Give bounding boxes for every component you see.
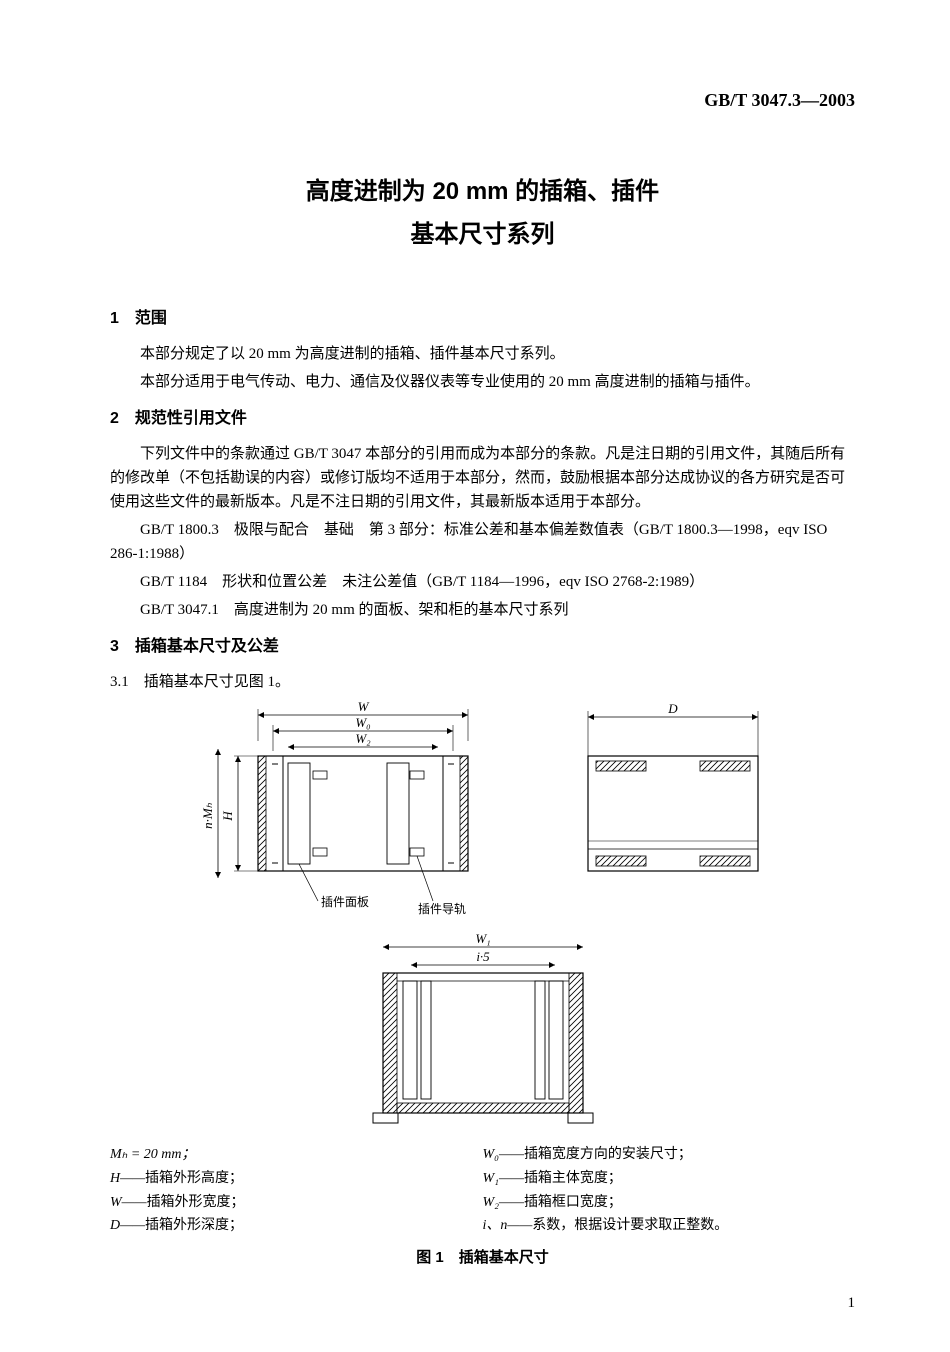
- legend-l3-desc: 插箱外形深度；: [145, 1218, 243, 1233]
- section-2-p3: GB/T 1184 形状和位置公差 未注公差值（GB/T 1184—1996，e…: [110, 570, 855, 594]
- section-1-p2: 本部分适用于电气传动、电力、通信及仪器仪表等专业使用的 20 mm 高度进制的插…: [110, 370, 855, 394]
- dim-nmh: n·Mₕ: [200, 802, 215, 829]
- legend-r0-sym: W₀——: [483, 1147, 524, 1162]
- figure-front-view: W W₀ W₂: [188, 701, 518, 921]
- legend-l2-sym: W——: [110, 1195, 147, 1210]
- legend-r0-desc: 插箱宽度方向的安装尺寸；: [524, 1147, 692, 1162]
- legend-r2-sym: W₂——: [483, 1195, 524, 1210]
- figure-top-view: W₁ i·5: [333, 933, 633, 1133]
- section-3-1: 3.1 插箱基本尺寸见图 1。: [110, 670, 855, 691]
- dim-w: W: [357, 701, 369, 714]
- figure-side-view: D: [568, 701, 778, 921]
- dim-d: D: [667, 701, 678, 716]
- dim-w2: W₂: [355, 731, 371, 746]
- section-3-heading: 3 插箱基本尺寸及公差: [110, 632, 855, 656]
- standard-code: GB/T 3047.3—2003: [110, 90, 855, 111]
- section-1-p1: 本部分规定了以 20 mm 为高度进制的插箱、插件基本尺寸系列。: [110, 342, 855, 366]
- legend-r1-sym: W₁——: [483, 1171, 524, 1186]
- legend-r1-desc: 插箱主体宽度；: [524, 1171, 622, 1186]
- dim-i5: i·5: [476, 949, 490, 964]
- legend-l3-sym: D——: [110, 1218, 145, 1233]
- section-2-p1: 下列文件中的条款通过 GB/T 3047 本部分的引用而成为本部分的条款。凡是注…: [110, 442, 855, 514]
- section-2-heading: 2 规范性引用文件: [110, 404, 855, 428]
- section-1-heading: 1 范围: [110, 304, 855, 328]
- dim-w0: W₀: [355, 715, 370, 730]
- dim-w1: W₁: [475, 933, 490, 946]
- legend-l1-desc: 插箱外形高度；: [145, 1171, 243, 1186]
- title-line-1: 高度进制为 20 mm 的插箱、插件: [110, 171, 855, 206]
- page-number: 1: [848, 1295, 856, 1312]
- label-rail: 插件导轨: [418, 902, 466, 916]
- figure-1: W W₀ W₂: [110, 701, 855, 1267]
- legend-r3-desc: 系数，根据设计要求取正整数。: [532, 1218, 728, 1233]
- legend-l2-desc: 插箱外形宽度；: [147, 1195, 245, 1210]
- legend-l1-sym: H——: [110, 1171, 145, 1186]
- legend-l0-sym: Mₕ = 20 mm；: [110, 1147, 196, 1162]
- legend-r3-sym: i、n——: [483, 1218, 533, 1233]
- section-2-p2: GB/T 1800.3 极限与配合 基础 第 3 部分：标准公差和基本偏差数值表…: [110, 518, 855, 566]
- figure-caption: 图 1 插箱基本尺寸: [416, 1246, 549, 1267]
- figure-legend: Mₕ = 20 mm； H——插箱外形高度； W——插箱外形宽度； D——插箱外…: [110, 1143, 855, 1238]
- legend-r2-desc: 插箱框口宽度；: [524, 1195, 622, 1210]
- title-line-2: 基本尺寸系列: [110, 214, 855, 249]
- label-panel: 插件面板: [321, 895, 369, 909]
- section-2-p4: GB/T 3047.1 高度进制为 20 mm 的面板、架和柜的基本尺寸系列: [110, 598, 855, 622]
- dim-h: H: [220, 811, 235, 822]
